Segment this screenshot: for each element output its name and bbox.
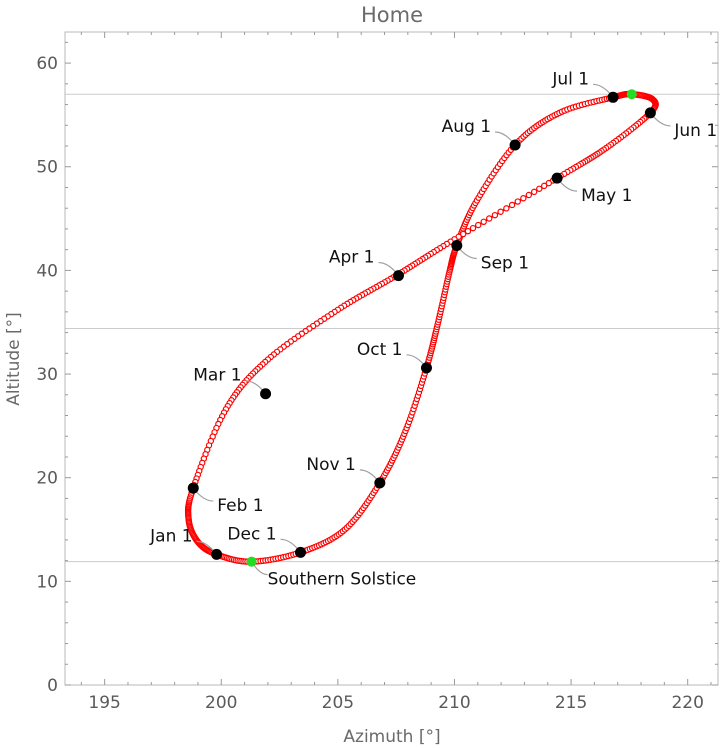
month-marker xyxy=(187,482,199,494)
x-tick-label: 215 xyxy=(555,693,587,713)
plot-area-border xyxy=(64,31,719,686)
analemma-sample-point xyxy=(545,179,552,187)
solstice-marker xyxy=(626,89,637,100)
analemma-sample-point xyxy=(480,218,487,225)
analemma-sample-point xyxy=(491,211,499,219)
month-label: Apr 1 xyxy=(329,248,375,268)
analemma-sample-point xyxy=(503,205,510,212)
analemma-sample-point xyxy=(475,221,482,229)
y-tick-label: 30 xyxy=(36,365,58,385)
month-label: Jun 1 xyxy=(673,121,717,141)
month-marker xyxy=(420,362,432,374)
month-label: Mar 1 xyxy=(193,366,241,386)
axis-ticks: 195 200 205 210 215 220 0 10 20 30 40 50 60 xyxy=(36,32,718,713)
analemma-sample-point xyxy=(464,227,472,235)
month-marker xyxy=(551,172,563,184)
analemma-sample-point xyxy=(520,195,527,202)
y-tick-label: 50 xyxy=(36,158,58,178)
reference-lines xyxy=(65,93,720,563)
plot-frame xyxy=(64,31,719,686)
chart-title: Home xyxy=(361,3,423,27)
month-label: May 1 xyxy=(581,186,632,206)
x-tick-label: 200 xyxy=(205,693,237,713)
x-tick-label: 195 xyxy=(88,693,120,713)
month-marker xyxy=(607,91,619,103)
month-label: Aug 1 xyxy=(442,117,491,137)
analemma-sample-point xyxy=(525,191,533,199)
y-tick-label: 10 xyxy=(36,572,58,592)
x-tick-label: 210 xyxy=(438,693,470,713)
analemma-sample-point xyxy=(486,215,493,222)
month-marker xyxy=(451,240,463,252)
month-label: Dec 1 xyxy=(227,524,276,544)
month-marker xyxy=(260,388,272,400)
analemma-sample-point xyxy=(508,201,516,209)
month-marker xyxy=(374,477,386,489)
date-markers xyxy=(187,89,656,567)
month-label: Jan 1 xyxy=(149,526,192,546)
solstice-label: Southern Solstice xyxy=(268,570,417,590)
y-tick-label: 0 xyxy=(47,676,58,696)
x-tick-label: 205 xyxy=(322,693,354,713)
analemma-sample-point xyxy=(540,182,548,190)
month-label: Oct 1 xyxy=(357,340,403,360)
y-tick-label: 60 xyxy=(36,54,58,74)
month-marker xyxy=(295,546,307,558)
month-marker xyxy=(392,270,404,282)
analemma-sample-point xyxy=(536,185,543,192)
month-marker xyxy=(509,139,521,151)
y-tick-label: 40 xyxy=(36,261,58,281)
analemma-curve xyxy=(184,90,659,565)
solstice-marker xyxy=(246,556,257,567)
analemma-sample-point xyxy=(497,208,504,215)
month-label: Jul 1 xyxy=(551,69,589,89)
label-leaders xyxy=(192,83,671,576)
analemma-sample-point xyxy=(530,188,538,196)
x-tick-label: 220 xyxy=(671,693,703,713)
y-axis-title: Altitude [°] xyxy=(4,312,24,406)
analemma-sample-point xyxy=(514,198,521,205)
analemma-sample-point xyxy=(459,230,467,238)
x-axis-title: Azimuth [°] xyxy=(343,727,440,747)
month-label: Sep 1 xyxy=(481,254,529,274)
date-labels: Jan 1 Feb 1 Mar 1 Apr 1 May 1 Jun 1 Jul 1 Aug 1… xyxy=(149,69,717,589)
month-label: Nov 1 xyxy=(306,455,355,475)
month-marker xyxy=(211,548,223,560)
month-marker xyxy=(644,107,656,119)
y-tick-label: 20 xyxy=(36,469,58,489)
month-label: Feb 1 xyxy=(217,496,263,516)
analemma-sample-point xyxy=(469,224,477,232)
